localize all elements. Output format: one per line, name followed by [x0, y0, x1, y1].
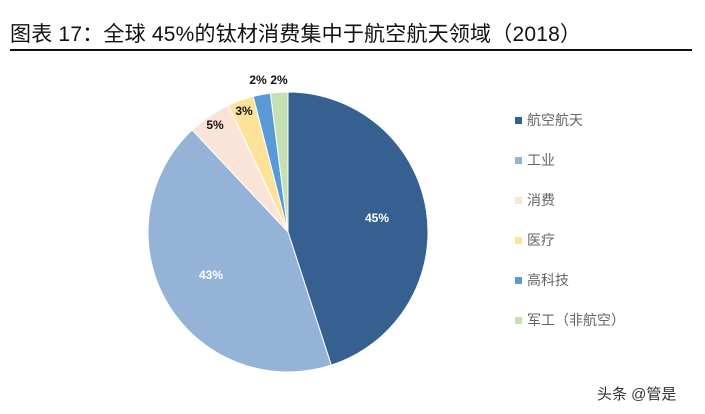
chart-legend: 航空航天 工业 消费 医疗 高科技 军工（非航空）: [515, 100, 625, 340]
legend-swatch: [515, 276, 522, 284]
slice-label: 2%: [270, 73, 288, 87]
title-divider: [10, 49, 692, 51]
legend-swatch: [515, 116, 522, 124]
slice-label: 2%: [249, 73, 267, 87]
legend-swatch: [515, 236, 522, 244]
legend-item-medical: 医疗: [515, 220, 625, 260]
slice-label: 3%: [235, 104, 253, 118]
legend-item-military: 军工（非航空）: [515, 300, 625, 340]
slice-label: 45%: [365, 211, 389, 225]
slice-label: 5%: [206, 118, 224, 132]
pie-slice: [287, 91, 429, 366]
watermark: 头条 @管是: [597, 386, 677, 403]
legend-swatch: [515, 196, 522, 204]
chart-title: 图表 17：全球 45%的钛材消费集中于航空航天领域（2018）: [10, 23, 582, 46]
pie-slice: [147, 129, 332, 373]
legend-swatch: [515, 316, 522, 324]
pie-slice: [269, 91, 289, 233]
legend-swatch: [515, 156, 522, 164]
legend-item-aerospace: 航空航天: [515, 100, 625, 140]
legend-item-industrial: 工业: [515, 140, 625, 180]
slice-label: 43%: [199, 268, 223, 282]
legend-item-consumer: 消费: [515, 180, 625, 220]
legend-item-hightech: 高科技: [515, 260, 625, 300]
